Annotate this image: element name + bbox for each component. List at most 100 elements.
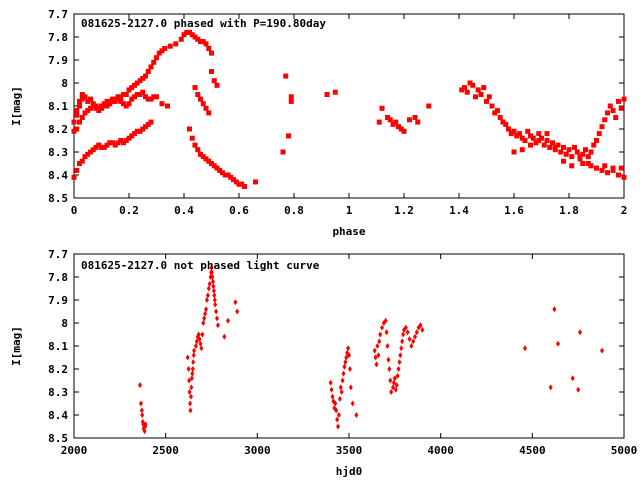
top-data-point	[561, 158, 566, 164]
top-data-point	[77, 103, 82, 109]
bottom-x-axis-label: hjd0	[336, 465, 363, 478]
bottom-data-point	[196, 331, 201, 338]
top-data-point	[79, 92, 85, 97]
top-data-point	[536, 131, 542, 137]
top-data-point	[514, 133, 520, 139]
top-y-tick-label: 7.7	[48, 8, 68, 21]
top-data-point	[519, 135, 525, 141]
top-data-point	[558, 149, 564, 155]
top-y-axis-label: I[mag]	[10, 86, 23, 126]
bottom-data-point	[140, 412, 145, 418]
top-data-point	[379, 105, 385, 111]
bottom-data-point	[142, 428, 147, 435]
bottom-data-point	[548, 384, 553, 391]
top-data-point	[126, 135, 132, 141]
top-data-point	[585, 161, 591, 166]
bottom-data-point	[378, 331, 383, 338]
top-data-point	[602, 163, 608, 169]
top-data-point	[82, 154, 88, 160]
top-data-point	[492, 110, 498, 116]
top-data-point	[74, 108, 80, 114]
top-data-point	[396, 124, 401, 130]
bottom-data-point	[337, 395, 342, 402]
bottom-data-point	[215, 315, 219, 322]
top-data-point	[145, 96, 151, 102]
top-data-point	[588, 163, 594, 169]
top-data-point	[115, 96, 121, 102]
top-data-point	[96, 108, 102, 114]
top-data-point	[85, 108, 91, 114]
top-data-point	[203, 41, 209, 47]
bottom-data-point	[354, 412, 359, 418]
top-data-point	[140, 126, 146, 132]
top-data-point	[192, 85, 198, 91]
bottom-data-point	[198, 340, 203, 347]
bottom-data-point	[204, 297, 209, 303]
top-data-point	[206, 158, 212, 164]
bottom-data-point	[576, 386, 581, 393]
top-data-point	[522, 138, 528, 143]
bottom-data-point	[222, 333, 227, 340]
bottom-data-point	[199, 345, 204, 352]
top-data-point	[506, 126, 511, 132]
bottom-axis-ticks: 2000 2500 3000 3500 4000 4500 5000 7.7 7.8 7.9 8 8.…	[48, 248, 637, 457]
bottom-data-point	[347, 366, 352, 372]
bottom-data-point	[338, 384, 343, 391]
top-y-tick-label: 8.1	[48, 100, 68, 113]
top-data-point	[398, 126, 404, 132]
top-data-point	[462, 85, 467, 91]
top-data-point	[594, 138, 599, 143]
bottom-data-point	[347, 352, 351, 359]
top-data-point	[195, 36, 201, 42]
bottom-data-point	[418, 322, 423, 329]
top-data-point	[599, 167, 605, 173]
top-data-point	[134, 92, 140, 97]
bottom-data-point	[396, 366, 401, 372]
bottom-data-point	[523, 345, 527, 352]
bottom-data-point	[401, 331, 406, 338]
bottom-data-point	[188, 400, 193, 407]
top-data-point	[104, 98, 110, 104]
top-x-tick-label: 1.6	[504, 204, 524, 217]
top-data-point	[511, 149, 517, 155]
bottom-y-tick-label: 8.2	[48, 363, 68, 376]
top-data-point	[541, 142, 547, 148]
bottom-data-point	[207, 280, 212, 287]
top-data-point	[85, 98, 91, 104]
top-data-point	[209, 69, 214, 74]
bottom-data-point	[556, 340, 560, 347]
bottom-data-point	[407, 336, 412, 343]
bottom-data-point	[190, 370, 195, 377]
top-data-point	[572, 144, 577, 150]
bottom-data-point	[211, 287, 216, 294]
top-data-point	[203, 156, 209, 162]
top-data-point	[242, 184, 247, 189]
top-data-point	[547, 144, 553, 150]
bottom-data-point	[384, 329, 389, 336]
top-data-point	[486, 94, 492, 100]
top-data-point	[178, 36, 184, 42]
top-data-point	[137, 78, 143, 84]
top-data-point	[495, 108, 500, 114]
top-x-tick-label: 1.8	[559, 204, 579, 217]
bottom-data-points	[138, 264, 604, 435]
top-data-point	[415, 119, 421, 125]
bottom-data-point	[387, 366, 392, 372]
bottom-data-point	[210, 278, 215, 285]
top-data-point	[561, 144, 566, 150]
top-data-point	[195, 147, 201, 153]
top-x-tick-label: 1	[346, 204, 353, 217]
bottom-data-point	[186, 366, 191, 372]
top-data-point	[390, 121, 396, 127]
top-data-point	[137, 128, 143, 134]
top-data-point	[324, 92, 330, 97]
top-data-point	[536, 138, 542, 143]
top-data-point	[233, 179, 239, 185]
top-data-point	[214, 82, 220, 88]
top-data-point	[79, 96, 85, 102]
top-data-point	[159, 101, 165, 107]
bottom-data-point	[210, 274, 215, 280]
bottom-data-point	[187, 389, 192, 395]
bottom-data-point	[413, 333, 417, 340]
top-data-point	[181, 32, 187, 38]
